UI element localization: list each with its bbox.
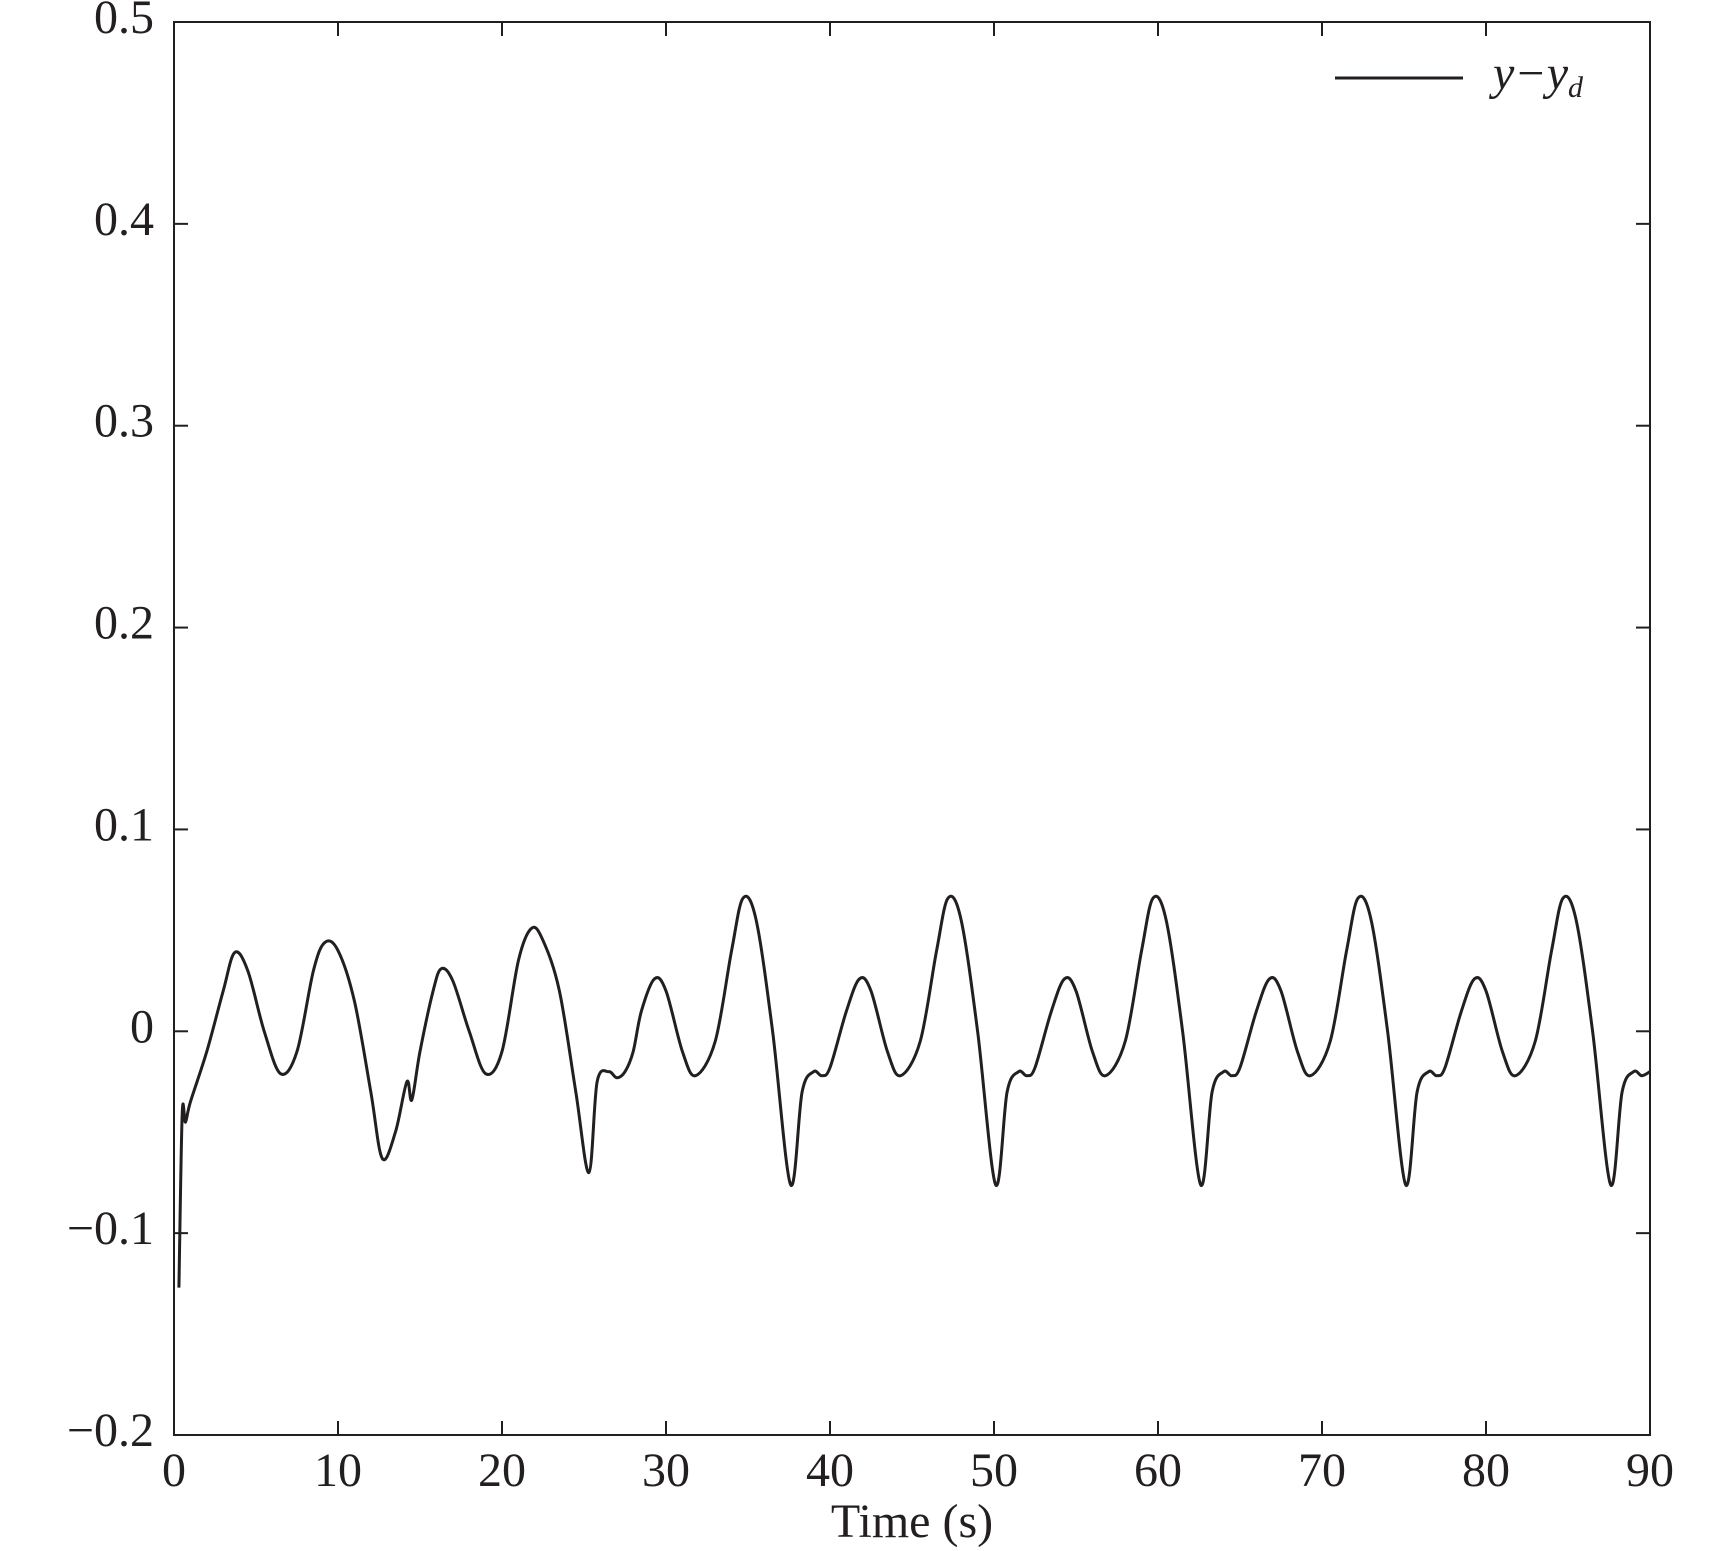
data-line [177, 894, 1651, 1288]
x-tick-label: 70 [1298, 1444, 1346, 1497]
y-tick-label: −0.2 [67, 1404, 154, 1457]
x-tick-label: 20 [478, 1444, 526, 1497]
y-tick-label: 0.3 [94, 395, 154, 448]
x-tick-label: 80 [1462, 1444, 1510, 1497]
plot-frame [173, 21, 1651, 1436]
y-tick-label: 0.1 [94, 798, 154, 851]
x-tick-label: 90 [1626, 1444, 1674, 1497]
x-axis-label: Time (s) [831, 1495, 993, 1548]
x-tick-label: 30 [642, 1444, 690, 1497]
y-tick-label: 0 [130, 1000, 154, 1053]
x-tick-label: 10 [314, 1444, 362, 1497]
x-tick-label: 60 [1134, 1444, 1182, 1497]
y-tick-label: 0.4 [94, 193, 154, 246]
x-tick-label: 0 [162, 1444, 186, 1497]
y-tick-label: 0.2 [94, 597, 154, 650]
y-tick-label: −0.1 [67, 1202, 154, 1255]
x-tick-label: 40 [806, 1444, 854, 1497]
x-tick-label: 50 [970, 1444, 1018, 1497]
legend-label: y−yd [1488, 47, 1584, 104]
y-tick-label: 0.5 [94, 0, 154, 44]
